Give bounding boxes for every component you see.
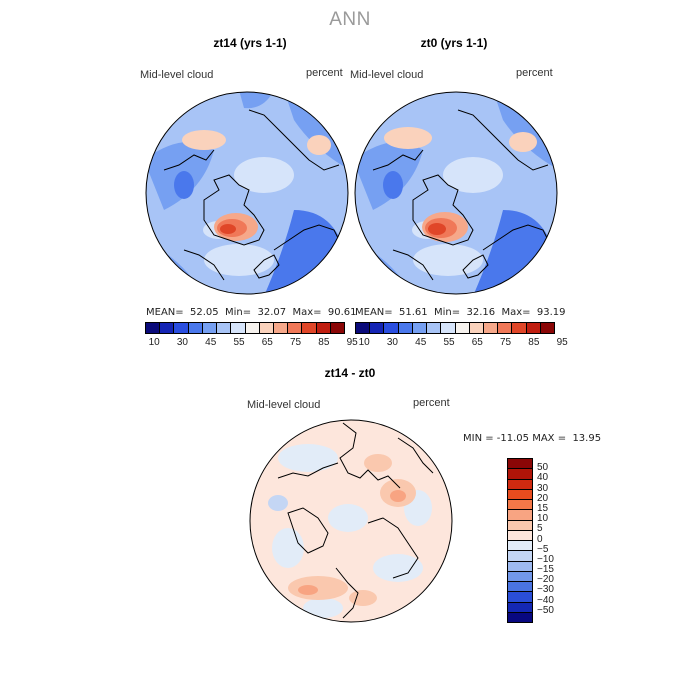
- panel-1-colorbar: [145, 322, 345, 334]
- colorbar-swatch: [384, 323, 399, 333]
- colorbar-swatch: [508, 571, 532, 582]
- colorbar-swatch: [217, 323, 232, 333]
- colorbar-swatch: [512, 323, 527, 333]
- colorbar-swatch: [508, 582, 532, 593]
- diff-panel-title: zt14 - zt0: [324, 366, 376, 380]
- panel-2-stats: MEAN= 51.61 Min= 32.16 Max= 93.19: [355, 307, 566, 318]
- colorbar-tick-label: −50: [537, 604, 554, 616]
- colorbar-swatch: [508, 561, 532, 572]
- panel-1-field-label: Mid-level cloud: [140, 69, 214, 81]
- colorbar-swatch: [508, 479, 532, 490]
- colorbar-swatch: [498, 323, 513, 333]
- colorbar-tick-label: −15: [537, 564, 554, 576]
- colorbar-tick-label: −30: [537, 584, 554, 596]
- colorbar-tick-label: 0: [537, 533, 543, 545]
- colorbar-tick-label: 45: [205, 337, 217, 348]
- colorbar-swatch: [188, 323, 203, 333]
- diff-panel-field-label: Mid-level cloud: [247, 399, 321, 411]
- colorbar-swatch: [508, 459, 532, 470]
- colorbar-swatch: [412, 323, 428, 333]
- colorbar-swatch: [398, 323, 413, 333]
- panel-1-colorbar-labels: 10 30 45 55 65 75 85 95: [145, 337, 358, 351]
- colorbar-tick-label: 55: [443, 337, 455, 348]
- colorbar-tick-label: 30: [537, 482, 549, 494]
- colorbar-swatch: [508, 541, 532, 552]
- colorbar-tick-label: 5: [537, 523, 543, 535]
- figure-title: ANN: [329, 9, 371, 30]
- colorbar-swatch: [316, 323, 331, 333]
- colorbar-swatch: [370, 323, 385, 333]
- colorbar-swatch: [526, 323, 541, 333]
- colorbar-swatch: [483, 323, 499, 333]
- colorbar-tick-label: 30: [386, 337, 398, 348]
- colorbar-tick-label: −5: [537, 543, 549, 555]
- colorbar-tick-label: 20: [537, 492, 549, 504]
- colorbar-tick-label: 85: [528, 337, 540, 348]
- panel-2-title: zt0 (yrs 1-1): [420, 36, 488, 50]
- diff-colorbar: [507, 458, 533, 623]
- colorbar-tick-label: 40: [537, 472, 549, 484]
- colorbar-tick-label: 30: [176, 337, 188, 348]
- colorbar-tick-label: −20: [537, 574, 554, 586]
- colorbar-tick-label: 75: [500, 337, 512, 348]
- panel-1-stats: MEAN= 52.05 Min= 32.07 Max= 90.61: [146, 307, 357, 318]
- colorbar-swatch: [330, 323, 345, 333]
- panel-2-colorbar: [355, 322, 555, 334]
- colorbar-swatch: [508, 530, 532, 541]
- colorbar-swatch: [160, 323, 175, 333]
- colorbar-swatch: [508, 489, 532, 500]
- panel-2-field-label: Mid-level cloud: [350, 69, 424, 81]
- colorbar-swatch: [455, 323, 470, 333]
- colorbar-swatch: [508, 520, 532, 531]
- colorbar-tick-label: 95: [346, 337, 358, 348]
- colorbar-tick-label: 75: [290, 337, 302, 348]
- colorbar-swatch: [540, 323, 555, 333]
- colorbar-swatch: [508, 510, 532, 521]
- colorbar-swatch: [508, 612, 532, 622]
- colorbar-swatch: [508, 551, 532, 562]
- colorbar-swatch: [259, 323, 274, 333]
- colorbar-swatch: [202, 323, 218, 333]
- colorbar-swatch: [231, 323, 246, 333]
- colorbar-swatch: [469, 323, 484, 333]
- colorbar-tick-label: 15: [537, 502, 549, 514]
- colorbar-swatch: [302, 323, 317, 333]
- colorbar-swatch: [427, 323, 442, 333]
- colorbar-tick-label: 85: [318, 337, 330, 348]
- colorbar-swatch: [441, 323, 456, 333]
- colorbar-swatch: [508, 602, 532, 613]
- colorbar-tick-label: 55: [233, 337, 245, 348]
- colorbar-tick-label: −40: [537, 594, 554, 606]
- colorbar-tick-label: 10: [148, 337, 160, 348]
- colorbar-tick-label: 45: [415, 337, 427, 348]
- colorbar-tick-label: 65: [261, 337, 273, 348]
- diff-map: [249, 419, 453, 623]
- colorbar-swatch: [273, 323, 289, 333]
- panel-1-map: [145, 91, 349, 295]
- colorbar-swatch: [174, 323, 189, 333]
- colorbar-swatch: [146, 323, 161, 333]
- colorbar-swatch: [245, 323, 260, 333]
- colorbar-tick-label: 95: [556, 337, 568, 348]
- diff-colorbar-labels: 50 40 30 20 15 10 5 0 −5 −10 −15 −20 −30 −40 −50: [537, 458, 577, 621]
- colorbar-tick-label: 50: [537, 462, 549, 474]
- diff-panel-stats: MIN = -11.05 MAX = 13.95: [463, 433, 602, 444]
- colorbar-tick-label: 10: [358, 337, 370, 348]
- colorbar-swatch: [508, 592, 532, 603]
- colorbar-tick-label: 10: [537, 513, 549, 525]
- colorbar-tick-label: −10: [537, 553, 554, 565]
- panel-1-title: zt14 (yrs 1-1): [213, 36, 287, 50]
- diff-panel-unit-label: percent: [413, 397, 450, 409]
- panel-2-unit-label: percent: [516, 67, 553, 79]
- panel-1-unit-label: percent: [306, 67, 343, 79]
- colorbar-swatch: [508, 469, 532, 480]
- panel-2-map: [354, 91, 558, 295]
- colorbar-swatch: [288, 323, 303, 333]
- panel-2-colorbar-labels: 10 30 45 55 65 75 85 95: [355, 337, 568, 351]
- colorbar-swatch: [508, 500, 532, 511]
- colorbar-swatch: [356, 323, 371, 333]
- colorbar-tick-label: 65: [471, 337, 483, 348]
